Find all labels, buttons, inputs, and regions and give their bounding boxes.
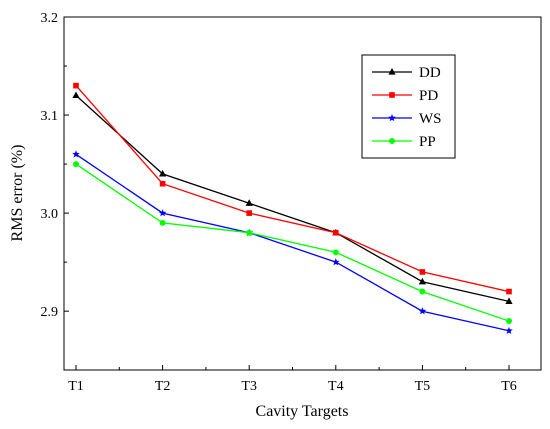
series-pd — [73, 82, 512, 295]
y-tick-label: 3.2 — [41, 11, 59, 26]
data-point-pd — [246, 210, 252, 216]
legend-item-pd: PD — [372, 88, 438, 104]
series-line-ws — [75, 153, 510, 332]
series-line-pp — [75, 163, 510, 322]
data-point-ws — [158, 209, 167, 217]
data-point-pp — [246, 229, 253, 236]
x-tick-label: T5 — [415, 379, 431, 394]
data-point-ws — [332, 258, 340, 266]
series-layer — [72, 82, 513, 335]
x-tick-label: T3 — [241, 379, 257, 394]
data-point-dd — [505, 297, 513, 304]
x-tick-label: T1 — [68, 379, 84, 394]
data-point-pd — [333, 229, 339, 236]
series-pp — [73, 161, 512, 324]
data-point-pp — [332, 249, 339, 256]
data-point-dd — [159, 169, 167, 177]
x-tick-label: T2 — [155, 379, 171, 394]
series-line-dd — [75, 94, 510, 303]
x-axis-title: Cavity Targets — [256, 403, 349, 420]
legend-label-pp: PP — [419, 134, 436, 150]
x-axis: T1 T2 T3 T4 T5 T6 — [68, 365, 517, 394]
legend-label-pd: PD — [419, 88, 438, 104]
data-point-pp — [506, 317, 512, 324]
legend-item-dd: DD — [372, 65, 441, 81]
data-point-dd — [418, 277, 426, 285]
y-axis-title: RMS error (%) — [9, 145, 26, 242]
data-point-pd — [73, 82, 79, 89]
data-point-pd — [159, 180, 166, 187]
y-tick-label: 3.0 — [41, 207, 59, 222]
legend-item-pp: PP — [372, 134, 436, 150]
legend-box — [361, 54, 456, 159]
series-line-pd — [75, 85, 510, 293]
data-point-ws — [72, 150, 80, 158]
data-point-dd — [245, 199, 253, 206]
legend-marker-ws — [388, 114, 396, 122]
legend-marker-pp — [389, 138, 395, 144]
data-point-pd — [419, 269, 426, 275]
legend-label-ws: WS — [419, 111, 442, 127]
data-point-pp — [159, 219, 166, 226]
x-tick-label: T4 — [328, 379, 344, 394]
data-point-ws — [505, 326, 513, 335]
data-point-pp — [419, 288, 426, 295]
legend-label-dd: DD — [419, 65, 441, 81]
data-point-pp — [73, 161, 79, 168]
legend: DD PD WS PP — [361, 54, 456, 159]
legend-marker-dd — [388, 68, 396, 75]
x-tick-label: T6 — [501, 379, 517, 394]
data-point-dd — [72, 91, 80, 99]
legend-marker-pd — [389, 92, 395, 98]
plot-area — [63, 16, 542, 371]
data-point-ws — [418, 307, 427, 315]
data-point-pd — [506, 288, 512, 295]
y-axis: 2.9 3.0 3.1 3.2 — [41, 11, 69, 320]
y-tick-label: 3.1 — [41, 109, 59, 124]
legend-item-ws: WS — [372, 111, 442, 127]
y-tick-label: 2.9 — [41, 305, 59, 320]
